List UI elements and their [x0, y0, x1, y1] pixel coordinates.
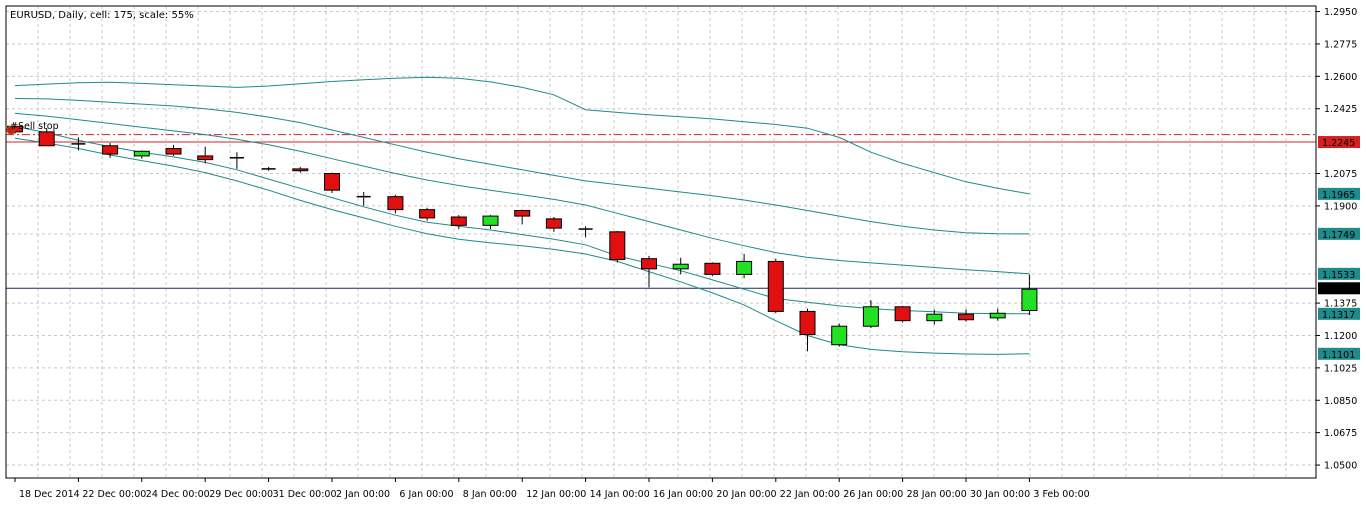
price-tag: [1318, 227, 1360, 240]
plot-border: [5, 5, 1317, 479]
candle-body-bear: [165, 148, 182, 155]
price-tag: [1318, 267, 1360, 280]
candle-body-bear: [799, 310, 816, 336]
band-lines: [14, 76, 1030, 355]
candle-body-bear: [387, 196, 404, 211]
band-line: [14, 125, 1030, 315]
candle-body-bear: [609, 231, 626, 261]
price-tick-label: 1.1200: [1324, 331, 1357, 342]
price-tag-label: 1.1317: [1322, 310, 1355, 321]
time-tick-label: 24 Dec 00:00: [146, 489, 210, 500]
candle-body-bear: [958, 313, 974, 321]
candle-body-bull: [736, 260, 753, 275]
candle-body-bear: [292, 168, 309, 172]
candle-body-bear: [324, 173, 340, 191]
time-tick-label: 6 Jan 00:00: [399, 489, 453, 500]
time-tick-label: 31 Dec 00:00: [273, 489, 337, 500]
price-tag: [1318, 187, 1360, 200]
price-tag-label: 1.2245: [1322, 138, 1355, 149]
time-axis: 18 Dec 2014 22 Dec 00:00 24 Dec 00:00 29 De…: [14, 478, 1090, 500]
time-tick-label: 26 Jan 00:00: [843, 489, 903, 500]
price-tick-label: 1.2425: [1324, 104, 1357, 115]
candle-body-bear: [704, 262, 721, 275]
price-tag-label: 1.1533: [1322, 270, 1355, 281]
price-tick-label: 1.1375: [1324, 299, 1357, 310]
price-tag-label: 1.1455: [1322, 284, 1355, 295]
price-tick-label: 1.0500: [1324, 461, 1357, 472]
time-tick-label: 8 Jan 00:00: [463, 489, 517, 500]
price-tick-label: 1.2075: [1324, 169, 1357, 180]
candle-body-bull: [862, 306, 879, 327]
time-tick-label: 29 Dec 00:00: [209, 489, 273, 500]
price-tick-label: 1.2775: [1324, 39, 1357, 50]
time-tick-label: 3 Feb 00:00: [1033, 489, 1089, 500]
time-tick-label: 20 Jan 00:00: [716, 489, 776, 500]
band-line: [14, 76, 1030, 195]
candle-body-bear: [545, 218, 562, 229]
price-tag: [1318, 282, 1360, 295]
band-line: [14, 137, 1030, 355]
grid: [6, 6, 1316, 478]
candle-body-bear: [641, 258, 657, 270]
candle-body-bear: [197, 155, 214, 161]
sell-stop-marker: #Sell stop: [6, 121, 59, 135]
candles: [7, 124, 1038, 352]
sell-stop-label: #Sell stop: [10, 121, 59, 132]
sell-stop-icon: [6, 125, 16, 135]
price-tick-label: 1.1025: [1324, 363, 1357, 374]
candle-body-bull: [672, 263, 689, 270]
chart-title: EURUSD, Daily, cell: 175, scale: 55%: [10, 10, 194, 21]
candle-body-bull: [1021, 288, 1038, 311]
price-tag-label: 1.1101: [1322, 350, 1355, 361]
price-tick-label: 1.0850: [1324, 396, 1357, 407]
time-tick-label: 2 Jan 00:00: [336, 489, 390, 500]
price-axis: 1.2950 1.2775 1.2600 1.2425 1.2075 1.1900 1.13…: [1316, 7, 1360, 472]
plot-frame: [5, 5, 1317, 479]
price-tag: [1318, 347, 1360, 360]
band-line: [14, 112, 1030, 275]
price-tag: [1318, 136, 1360, 149]
candle-body-bull: [926, 313, 943, 322]
time-tick-label: 18 Dec 2014: [19, 489, 80, 500]
candle-body-bear: [514, 210, 531, 217]
time-tick-label: 30 Jan 00:00: [970, 489, 1030, 500]
candle-body-bull: [989, 312, 1006, 319]
candle-body-bear: [767, 260, 784, 312]
candle-body-bear: [102, 145, 119, 155]
candle-body-bull: [482, 215, 499, 226]
candle-body-bear: [38, 131, 55, 147]
price-tick-label: 1.2600: [1324, 72, 1357, 83]
candle-body-bear: [450, 216, 467, 226]
price-tag-label: 1.1749: [1322, 230, 1355, 241]
time-tick-label: 16 Jan 00:00: [653, 489, 713, 500]
price-tick-label: 1.2950: [1324, 7, 1357, 18]
price-tick-label: 1.0675: [1324, 428, 1357, 439]
price-tag-label: 1.1965: [1322, 190, 1355, 201]
time-tick-label: 22 Jan 00:00: [780, 489, 840, 500]
candle-body-bear: [894, 306, 911, 322]
time-tick-label: 22 Dec 00:00: [82, 489, 146, 500]
level-lines: [6, 134, 1316, 289]
candle-body-bull: [133, 150, 150, 157]
time-tick-label: 28 Jan 00:00: [907, 489, 967, 500]
candle-body-bear: [419, 209, 436, 219]
band-line: [14, 98, 1030, 235]
time-tick-label: 14 Jan 00:00: [590, 489, 650, 500]
price-tick-label: 1.1900: [1324, 201, 1357, 212]
candle-body-bull: [831, 325, 848, 346]
time-tick-label: 12 Jan 00:00: [526, 489, 586, 500]
price-tag: [1318, 307, 1360, 320]
